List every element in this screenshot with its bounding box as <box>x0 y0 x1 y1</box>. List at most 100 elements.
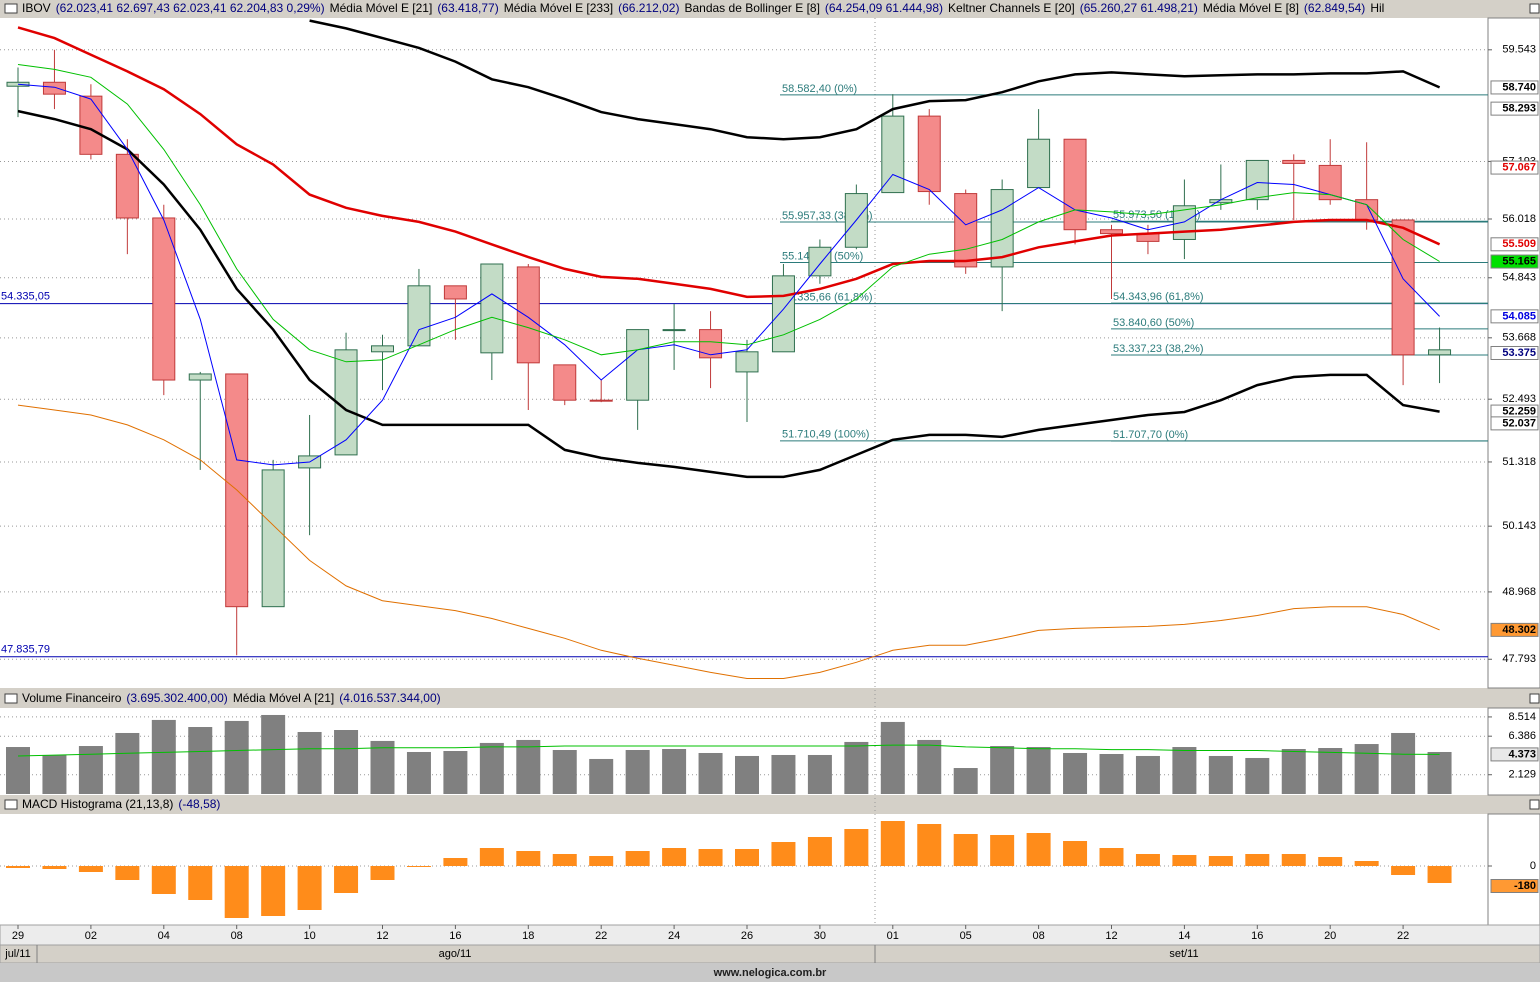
legend-name: Média Móvel E [21] <box>329 1 433 15</box>
bar <box>370 740 395 794</box>
bar <box>188 727 213 794</box>
panel-values: (-48,58) <box>178 797 221 811</box>
last-value-label: -180 <box>1514 880 1536 892</box>
panel-title: Volume Financeiro <box>22 691 122 705</box>
candle-body <box>771 275 795 353</box>
month-axis <box>0 944 1540 964</box>
candle-body <box>1318 164 1342 201</box>
bar <box>662 848 687 866</box>
bar <box>917 824 942 866</box>
bar <box>698 849 723 866</box>
bar <box>370 866 395 880</box>
x-tick-label: 22 <box>1397 930 1409 942</box>
bar <box>1208 856 1233 866</box>
candle-body <box>1428 349 1452 356</box>
horizontal-line-label: 54.335,05 <box>1 290 50 302</box>
x-tick-label: 12 <box>376 930 388 942</box>
bar <box>552 750 577 794</box>
macd-axis <box>1487 813 1540 926</box>
bar <box>990 835 1015 866</box>
macd-header: MACD Histograma (21,13,8) (-48,58) <box>0 796 1525 813</box>
indicator-line <box>17 744 1440 757</box>
panel-title: MACD Histograma (21,13,8) <box>22 797 174 811</box>
month-label: jul/11 <box>4 948 30 960</box>
bar <box>625 750 650 794</box>
bar <box>1026 833 1051 866</box>
indicator-line <box>17 83 1440 466</box>
bar <box>42 754 67 794</box>
fib-label: 58.582,40 (0%) <box>782 83 857 95</box>
legend-name: Keltner Channels E [20] <box>948 1 1075 15</box>
bar <box>479 742 504 794</box>
bar <box>735 755 759 794</box>
legend-values: (62.849,54) <box>1303 1 1366 15</box>
last-value-label: 57.067 <box>1502 161 1536 173</box>
x-tick-label: 16 <box>449 930 461 942</box>
x-tick-label: 22 <box>595 930 607 942</box>
indicator-line <box>309 19 1441 141</box>
price-header: IBOV (62.023,41 62.697,43 62.023,41 62.20… <box>0 0 1525 17</box>
candle-body <box>407 285 431 347</box>
candle-body <box>1027 138 1051 189</box>
bar <box>334 866 359 893</box>
fib-label: 51.710,49 (100%) <box>782 429 869 441</box>
candle-body <box>79 95 103 155</box>
candle-body <box>917 115 941 193</box>
panel-close[interactable] <box>1529 693 1540 704</box>
fib-label: 54.343,96 (61,8%) <box>1113 291 1204 303</box>
bar <box>735 849 759 866</box>
y-tick-label: 6.386 <box>1508 730 1536 742</box>
last-value-label: 4.373 <box>1508 748 1536 760</box>
bar <box>516 851 541 866</box>
legend-name: Hil <box>1370 1 1385 15</box>
panel-values: (62.023,41 62.697,43 62.023,41 62.204,83… <box>55 1 325 15</box>
bar <box>188 866 213 900</box>
candle-body <box>990 189 1014 268</box>
bar <box>1099 848 1124 866</box>
y-tick-label: 56.018 <box>1502 213 1536 225</box>
candle-body <box>808 246 832 277</box>
bar <box>406 751 431 794</box>
bar <box>1391 732 1416 794</box>
x-tick-label: 10 <box>303 930 315 942</box>
bar <box>151 866 176 894</box>
panel-icon <box>4 3 18 14</box>
last-value-box <box>1490 747 1539 762</box>
bar <box>224 720 249 794</box>
last-value-box <box>1490 622 1539 637</box>
y-tick-label: 52.493 <box>1502 393 1536 405</box>
bar <box>1208 755 1233 794</box>
bar <box>880 721 905 794</box>
horizontal-line-label: 47.835,79 <box>1 644 50 656</box>
x-tick-label: 20 <box>1324 930 1336 942</box>
x-tick-label: 08 <box>1032 930 1044 942</box>
last-value-label: 55.165 <box>1502 255 1536 267</box>
indicator-line <box>17 404 1440 679</box>
indicator-line <box>17 109 1440 479</box>
footer-bar <box>0 963 1540 982</box>
candle-body <box>589 399 613 402</box>
last-value-box <box>1490 345 1539 360</box>
last-value-label: 53.375 <box>1502 347 1536 359</box>
last-value-label: 52.037 <box>1502 417 1536 429</box>
bar <box>334 729 359 794</box>
x-tick-label: 30 <box>814 930 826 942</box>
bar <box>261 866 286 916</box>
legend-name: Bandas de Bollinger E [8] <box>684 1 820 15</box>
bar <box>844 829 869 866</box>
last-value-box <box>1490 101 1539 116</box>
panel-close[interactable] <box>1529 3 1540 14</box>
bar <box>1063 841 1088 866</box>
x-tick-label: 18 <box>522 930 534 942</box>
bar <box>6 747 30 794</box>
indicator-line <box>17 64 1440 363</box>
legend-values: (65.260,27 61.498,21) <box>1079 1 1198 15</box>
bar <box>990 746 1015 794</box>
last-value-box <box>1490 237 1539 252</box>
panel-close[interactable] <box>1529 799 1540 810</box>
indicator-line <box>17 26 1441 299</box>
last-value-label: 52.259 <box>1502 405 1536 417</box>
bar <box>78 866 103 872</box>
y-tick-label: 48.968 <box>1502 586 1536 598</box>
